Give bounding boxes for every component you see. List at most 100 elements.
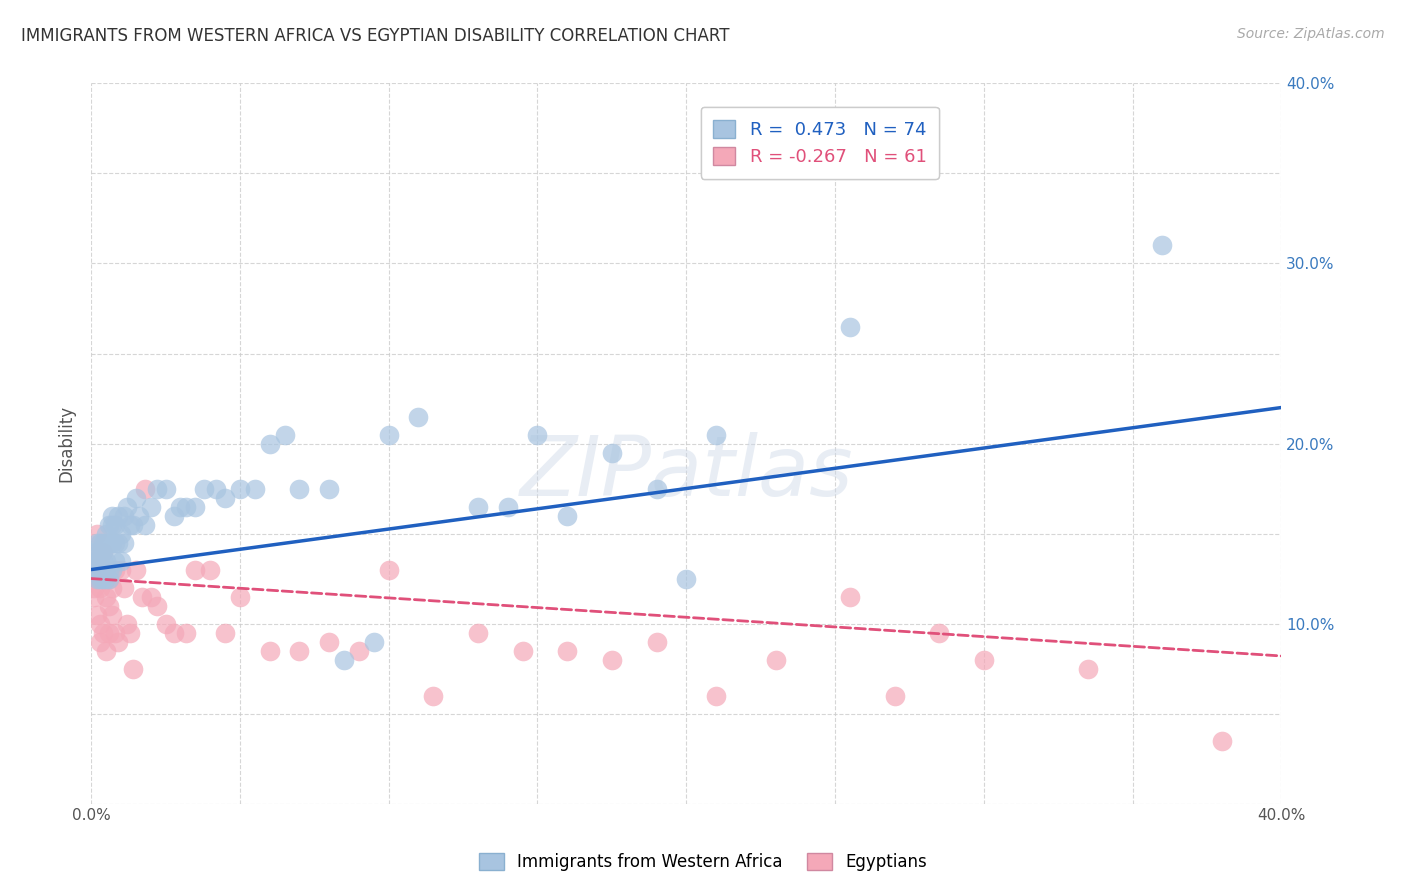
Point — [333, 652, 356, 666]
Point — [94, 553, 117, 567]
Point — [94, 572, 117, 586]
Point — [98, 517, 121, 532]
Point — [89, 581, 111, 595]
Point — [86, 572, 108, 586]
Point — [89, 634, 111, 648]
Point — [86, 544, 108, 558]
Point — [467, 500, 489, 514]
Point — [104, 535, 127, 549]
Point — [98, 625, 121, 640]
Point — [89, 616, 111, 631]
Point — [555, 508, 578, 523]
Legend: Immigrants from Western Africa, Egyptians: Immigrants from Western Africa, Egyptian… — [470, 845, 936, 880]
Point — [98, 563, 121, 577]
Point — [1152, 238, 1174, 252]
Point — [765, 652, 787, 666]
Point — [91, 625, 114, 640]
Point — [86, 572, 108, 586]
Point — [645, 482, 668, 496]
Point — [101, 535, 124, 549]
Point — [89, 535, 111, 549]
Point — [86, 526, 108, 541]
Point — [229, 482, 252, 496]
Point — [89, 572, 111, 586]
Point — [112, 535, 135, 549]
Point — [86, 607, 108, 622]
Point — [89, 553, 111, 567]
Point — [169, 500, 191, 514]
Point — [214, 491, 236, 505]
Point — [128, 508, 150, 523]
Point — [112, 508, 135, 523]
Point — [104, 553, 127, 567]
Point — [89, 563, 111, 577]
Point — [91, 572, 114, 586]
Point — [83, 563, 105, 577]
Point — [928, 625, 950, 640]
Point — [101, 581, 124, 595]
Point — [104, 517, 127, 532]
Point — [214, 625, 236, 640]
Point — [145, 482, 167, 496]
Point — [704, 689, 727, 703]
Text: ZIPatlas: ZIPatlas — [519, 432, 853, 513]
Point — [163, 625, 186, 640]
Point — [83, 581, 105, 595]
Point — [155, 616, 177, 631]
Point — [94, 563, 117, 577]
Point — [243, 482, 266, 496]
Point — [110, 563, 132, 577]
Point — [184, 563, 207, 577]
Point — [198, 563, 221, 577]
Text: Source: ZipAtlas.com: Source: ZipAtlas.com — [1237, 27, 1385, 41]
Point — [704, 427, 727, 442]
Point — [193, 482, 215, 496]
Point — [377, 563, 399, 577]
Point — [101, 508, 124, 523]
Point — [600, 445, 623, 459]
Point — [83, 544, 105, 558]
Point — [125, 563, 148, 577]
Point — [163, 508, 186, 523]
Point — [526, 427, 548, 442]
Point — [363, 634, 385, 648]
Point — [139, 500, 162, 514]
Point — [83, 563, 105, 577]
Point — [496, 500, 519, 514]
Point — [107, 535, 129, 549]
Point — [408, 409, 430, 424]
Point — [89, 544, 111, 558]
Point — [101, 563, 124, 577]
Point — [422, 689, 444, 703]
Point — [104, 625, 127, 640]
Point — [98, 572, 121, 586]
Point — [318, 482, 340, 496]
Point — [675, 572, 697, 586]
Text: IMMIGRANTS FROM WESTERN AFRICA VS EGYPTIAN DISABILITY CORRELATION CHART: IMMIGRANTS FROM WESTERN AFRICA VS EGYPTI… — [21, 27, 730, 45]
Point — [94, 563, 117, 577]
Point — [91, 544, 114, 558]
Point — [512, 643, 534, 657]
Point — [91, 572, 114, 586]
Point — [467, 625, 489, 640]
Point — [377, 427, 399, 442]
Point — [104, 563, 127, 577]
Point — [110, 526, 132, 541]
Point — [91, 535, 114, 549]
Point — [107, 508, 129, 523]
Y-axis label: Disability: Disability — [58, 405, 75, 482]
Point — [98, 599, 121, 613]
Point — [89, 563, 111, 577]
Point — [134, 482, 156, 496]
Point — [115, 616, 138, 631]
Point — [125, 491, 148, 505]
Point — [121, 517, 143, 532]
Point — [110, 553, 132, 567]
Point — [600, 652, 623, 666]
Point — [86, 563, 108, 577]
Point — [112, 581, 135, 595]
Point — [555, 643, 578, 657]
Point — [91, 553, 114, 567]
Point — [86, 535, 108, 549]
Point — [107, 634, 129, 648]
